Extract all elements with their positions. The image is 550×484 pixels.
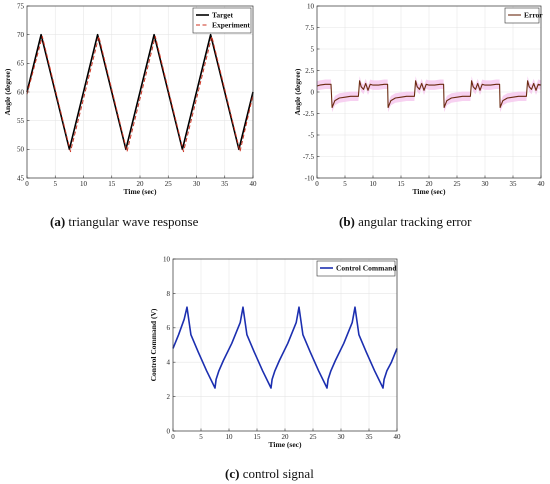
y-tick-label: -2.5 [303,110,315,118]
x-tick-label: 40 [250,180,258,188]
chart-control-signal: 0 5 10 15 20 25 30 35 40 0 2 4 6 8 10 Time (sec) Control… [149,255,402,449]
legend: Control Command [316,260,397,277]
caption-a: (a) triangular wave response [50,214,198,230]
x-tick-label: 35 [221,180,229,188]
y-tick-label: 8 [167,290,171,298]
legend-box [192,7,252,34]
x-axis-label: Time (sec) [124,187,157,196]
y-axis-label: Angle (degree) [3,68,12,115]
y-tick-label: 45 [17,174,25,182]
y-tick-label: 7.5 [305,24,314,32]
caption-b: (b) angular tracking error [339,214,471,230]
chart-angular-tracking-error: 0 5 10 15 20 25 30 35 40 -10 -7.5 -5 -2.5 0 2.5 5 7.5 10 T… [293,2,546,196]
x-tick-label: 40 [538,180,546,188]
x-tick-label: 0 [25,180,29,188]
legend: Error [504,7,543,24]
legend-box [316,260,396,277]
x-tick-label: 30 [338,433,346,441]
chart-triangular-wave-response: 0 5 10 15 20 25 30 35 40 45 50 55 60 65 70 75 Time (sec)… [3,2,258,196]
x-tick-label: 20 [282,433,290,441]
y-tick-label: 0 [311,88,315,96]
caption-b-text: angular tracking error [354,214,472,229]
x-tick-label: 25 [310,433,318,441]
x-tick-label: 5 [343,180,347,188]
x-tick-label: 30 [482,180,490,188]
legend-label: Experiment [212,21,250,30]
x-tick-label: 10 [80,180,88,188]
y-tick-label: 60 [17,88,25,96]
caption-c: (c) control signal [225,466,314,482]
y-tick-label: 0 [167,427,171,435]
x-tick-label: 10 [370,180,378,188]
caption-a-text: triangular wave response [65,214,199,229]
y-axis-label: Control Command (V) [149,308,158,381]
y-tick-label: 10 [307,2,315,10]
x-tick-label: 0 [315,180,319,188]
x-tick-label: 0 [171,433,175,441]
x-tick-label: 40 [394,433,402,441]
y-tick-label: 75 [17,2,25,10]
y-tick-label: 10 [163,255,171,263]
x-tick-label: 20 [426,180,434,188]
x-tick-label: 25 [165,180,173,188]
x-tick-label: 35 [366,433,374,441]
x-tick-label: 30 [193,180,201,188]
x-axis-label: Time (sec) [269,440,302,449]
y-tick-label: 70 [17,31,25,39]
x-tick-label: 5 [199,433,203,441]
caption-c-letter: (c) [225,466,240,481]
y-tick-label: 2 [167,393,171,401]
y-axis-label: Angle (degree) [293,68,302,115]
legend-label: Error [524,11,543,20]
x-tick-label: 15 [108,180,116,188]
y-tick-label: 6 [167,324,171,332]
y-tick-label: 2.5 [305,67,314,75]
y-tick-label: 55 [17,117,25,125]
y-tick-label: -10 [305,174,315,182]
legend-label: Control Command [336,264,397,273]
x-tick-label: 5 [54,180,58,188]
caption-c-text: control signal [239,466,314,481]
y-tick-label: 4 [167,359,171,367]
series-line-error [316,80,542,109]
x-tick-label: 25 [454,180,462,188]
x-axis-label: Time (sec) [413,187,446,196]
legend-label: Target [212,11,233,20]
x-tick-label: 35 [510,180,518,188]
y-tick-label: 65 [17,60,25,68]
caption-a-letter: (a) [50,214,66,229]
y-tick-label: -5 [308,131,314,139]
legend-box [504,7,540,24]
x-tick-label: 15 [398,180,406,188]
x-tick-label: 15 [254,433,262,441]
series-line-experiment [26,35,254,153]
x-tick-label: 10 [226,433,234,441]
y-tick-label: 50 [17,146,25,154]
series-line-target [26,33,254,151]
y-tick-label: -7.5 [303,153,315,161]
x-tick-label: 20 [137,180,145,188]
series-line-control-command [172,306,398,389]
y-tick-label: 5 [311,45,315,53]
caption-b-letter: (b) [339,214,355,229]
